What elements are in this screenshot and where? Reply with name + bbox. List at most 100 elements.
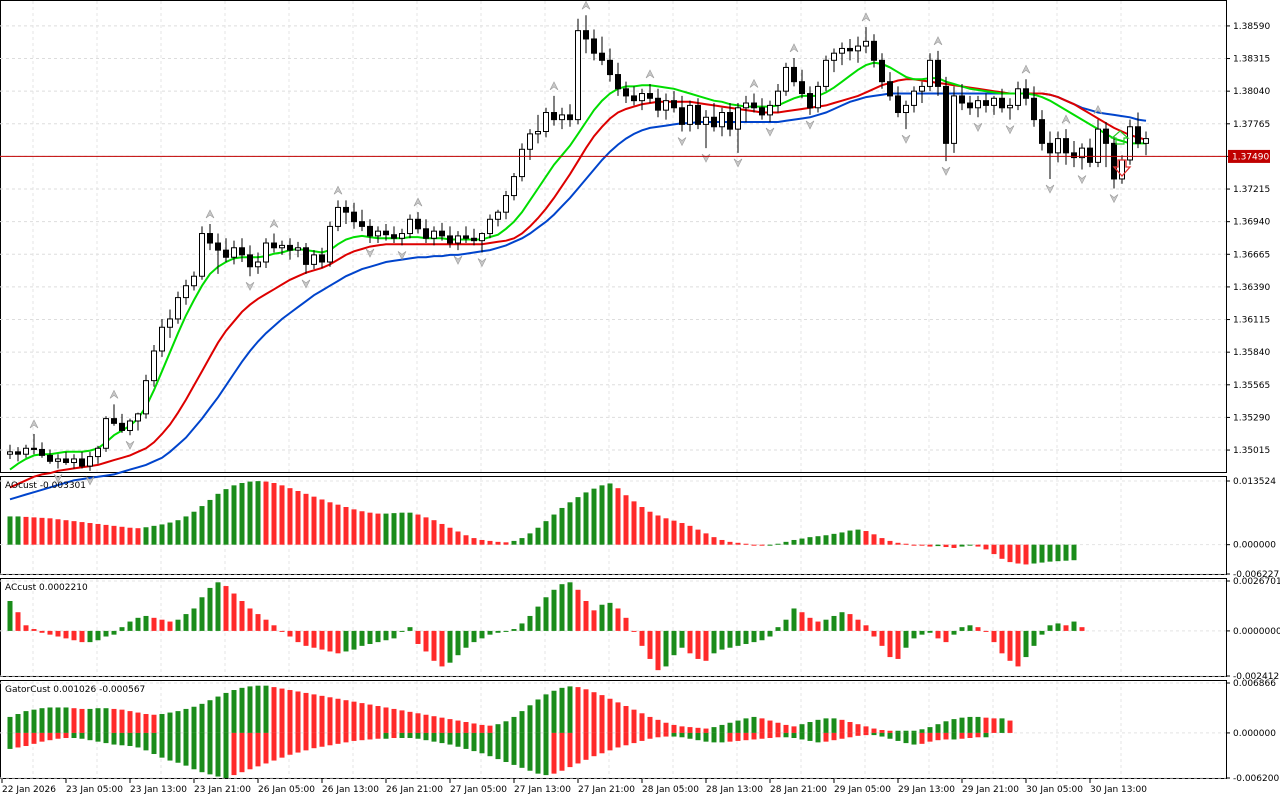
- histogram-bar-up: [775, 627, 781, 631]
- histogram-bar-up: [399, 630, 405, 632]
- gator-upper-bar-up: [255, 685, 261, 733]
- histogram-bar-down: [1015, 544, 1021, 564]
- candle-bull: [7, 451, 13, 455]
- gator-upper-bar-up: [895, 730, 901, 733]
- candle-bear: [383, 230, 389, 236]
- histogram-bar-down: [615, 608, 621, 631]
- time-tick-label: 29 Jan 05:00: [834, 785, 891, 795]
- candle-bull: [839, 47, 845, 54]
- gator-upper-bar-down: [663, 722, 669, 733]
- gator-upper-bar-down: [983, 717, 989, 733]
- gator-upper-bar-up: [183, 708, 189, 733]
- gator-lower-bar-up: [679, 732, 685, 738]
- histogram-bar-down: [623, 617, 629, 631]
- histogram-bar-up: [7, 601, 13, 631]
- histogram-bar-down: [375, 513, 381, 545]
- gator-lower-bar-up: [191, 732, 197, 770]
- gator-lower-bar-down: [39, 732, 45, 742]
- histogram-bar-down: [239, 601, 245, 631]
- gator-lower-bar-up: [687, 732, 693, 739]
- candle-bear: [591, 38, 597, 54]
- gator-lower-bar-down: [943, 732, 949, 740]
- histogram-bar-up: [783, 619, 789, 631]
- gator-lower-bar-up: [455, 732, 461, 747]
- candle-bull: [479, 233, 485, 242]
- candle-bull: [199, 233, 205, 277]
- histogram-bar-down: [439, 630, 445, 667]
- gator-upper-bar-down: [575, 687, 581, 733]
- histogram-bar-up: [751, 630, 757, 643]
- histogram-bar-down: [487, 540, 493, 545]
- histogram-bar-up: [455, 630, 461, 656]
- histogram-bar-up: [1039, 544, 1045, 563]
- histogram-bar-up: [919, 630, 925, 635]
- candle-bear: [351, 211, 357, 223]
- histogram-bar-up: [151, 525, 157, 545]
- histogram-bar-down: [1015, 630, 1021, 667]
- main-price-pane[interactable]: [0, 0, 1227, 473]
- histogram-bar-up: [503, 630, 509, 632]
- histogram-bar-down: [1023, 544, 1029, 565]
- histogram-bar-down: [1007, 544, 1013, 563]
- histogram-bar-up: [663, 630, 669, 667]
- candle-bull: [95, 447, 101, 458]
- fractal-up-icon: [205, 209, 215, 219]
- gator-upper-bar-up: [159, 714, 165, 733]
- candle-bear: [1047, 142, 1053, 154]
- gator-lower-bar-down: [335, 732, 341, 744]
- histogram-bar-down: [247, 608, 253, 631]
- indicator-tick-label: 0.0000000: [1233, 627, 1280, 637]
- histogram-bar-up: [199, 506, 205, 545]
- candle-bear: [367, 225, 373, 237]
- fractal-down-icon: [365, 248, 375, 258]
- histogram-bar-down: [903, 543, 909, 545]
- gator-upper-bar-down: [383, 707, 389, 733]
- candle-bear: [1023, 88, 1029, 99]
- gator-lower-bar-up: [223, 732, 229, 778]
- gator-upper-bar-down: [407, 711, 413, 733]
- gator-lower-bar-up: [671, 732, 677, 737]
- histogram-bar-down: [359, 511, 365, 545]
- gator-lower-bar-up: [175, 732, 181, 763]
- histogram-bar-up: [831, 533, 837, 545]
- gator-upper-bar-up: [975, 716, 981, 733]
- candle-bull: [279, 244, 285, 249]
- candle-bull: [903, 104, 909, 114]
- candle-bear: [695, 104, 701, 125]
- histogram-bar-down: [703, 630, 709, 661]
- gator-upper-bar-up: [23, 711, 29, 733]
- candle-bull: [863, 40, 869, 47]
- histogram-bar-down: [631, 501, 637, 545]
- candle-bull: [687, 104, 693, 125]
- candle-bull: [911, 90, 917, 106]
- histogram-bar-up: [911, 630, 917, 639]
- gator-upper-bar-up: [903, 730, 909, 733]
- candle-bull: [255, 261, 261, 268]
- histogram-bar-down: [351, 509, 357, 545]
- candle-bear: [791, 66, 797, 83]
- gator-upper-bar-down: [863, 726, 869, 733]
- candle-bull: [87, 456, 93, 467]
- gator-upper-bar-up: [831, 718, 837, 733]
- histogram-bar-up: [135, 617, 141, 631]
- gator-lower-bar-down: [935, 732, 941, 741]
- gator-lower-bar-up: [527, 732, 533, 771]
- gator-upper-bar-down: [791, 726, 797, 733]
- histogram-bar-down: [703, 533, 709, 545]
- gator-lower-bar-down: [551, 732, 557, 774]
- histogram-bar-down: [895, 630, 901, 659]
- histogram-bar-up: [239, 482, 245, 545]
- gator-upper-bar-down: [311, 694, 317, 733]
- histogram-bar-up: [223, 489, 229, 545]
- current-price-tag: [1228, 149, 1270, 163]
- histogram-bar-up: [247, 481, 253, 545]
- gator-upper-bar-up: [943, 721, 949, 733]
- gator-lower-bar-down: [759, 732, 765, 739]
- histogram-bar-down: [303, 493, 309, 545]
- candle-bear: [415, 218, 421, 230]
- histogram-bar-up: [527, 533, 533, 545]
- histogram-bar-up: [519, 538, 525, 545]
